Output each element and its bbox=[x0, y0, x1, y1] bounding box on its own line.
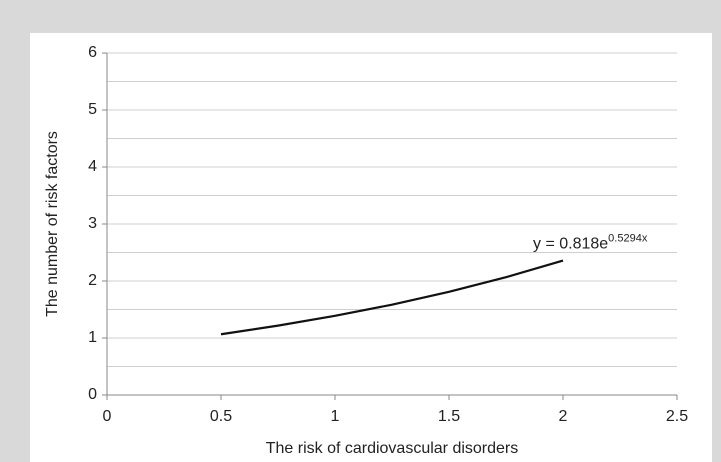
equation-base: y = 0.818e bbox=[533, 236, 608, 253]
x-tick-label: 1 bbox=[331, 408, 340, 425]
line-series bbox=[220, 259, 564, 336]
x-axis-title: The risk of cardiovascular disorders bbox=[266, 440, 519, 457]
y-tick-label: 2 bbox=[88, 272, 97, 289]
x-tick-label: 2 bbox=[559, 408, 568, 425]
y-tick-label: 0 bbox=[88, 386, 97, 403]
y-tick-label: 6 bbox=[88, 44, 97, 61]
x-tick-label: 1.5 bbox=[438, 408, 460, 425]
y-tick-label: 4 bbox=[88, 158, 97, 175]
equation-exponent: 0.5294x bbox=[608, 233, 648, 245]
y-axis-title: The number of risk factors bbox=[44, 131, 61, 317]
trendline-equation: y = 0.818e0.5294x bbox=[533, 233, 648, 253]
chart-panel bbox=[30, 33, 712, 462]
y-tick-label: 5 bbox=[88, 101, 97, 118]
x-tick-label: 0.5 bbox=[210, 408, 232, 425]
y-tick-label: 1 bbox=[88, 329, 97, 346]
y-tick-label: 3 bbox=[88, 215, 97, 232]
x-tick-label: 0 bbox=[103, 408, 112, 425]
x-tick-label: 2.5 bbox=[666, 408, 688, 425]
